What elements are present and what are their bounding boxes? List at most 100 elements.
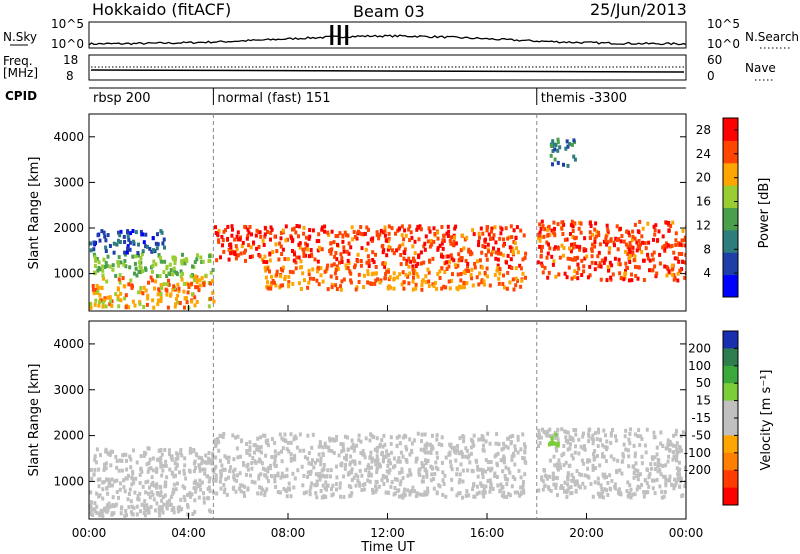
heatmap-cell: [93, 501, 97, 506]
heatmap-cell: [591, 433, 595, 438]
heatmap-cell: [472, 433, 476, 438]
heatmap-cell: [386, 286, 390, 291]
heatmap-cell: [563, 489, 566, 494]
heatmap-cell: [464, 258, 468, 263]
heatmap-cell: [676, 278, 680, 283]
heatmap-cell: [159, 456, 163, 461]
heatmap-cell: [568, 246, 571, 251]
heatmap-cell: [674, 243, 678, 247]
heatmap-cell: [141, 232, 145, 237]
heatmap-cell: [512, 453, 516, 458]
heatmap-cell: [125, 513, 128, 518]
heatmap-cell: [680, 243, 684, 248]
heatmap-cell: [382, 458, 385, 463]
heatmap-cell: [297, 281, 301, 286]
heatmap-cell: [128, 487, 132, 492]
heatmap-cell: [484, 484, 488, 489]
heatmap-cell: [236, 253, 240, 258]
heatmap-cell: [296, 468, 300, 473]
heatmap-cell: [511, 251, 515, 256]
heatmap-cell: [109, 449, 113, 454]
heatmap-cell: [118, 240, 122, 244]
heatmap-cell: [598, 437, 602, 442]
heatmap-cell: [562, 222, 566, 227]
heatmap-cell: [678, 445, 682, 450]
heatmap-cell: [655, 271, 659, 276]
heatmap-cell: [385, 475, 389, 480]
heatmap-cell: [472, 232, 476, 237]
heatmap-cell: [506, 253, 510, 258]
heatmap-cell: [146, 446, 150, 451]
heatmap-cell: [465, 281, 469, 286]
heatmap-cell: [482, 443, 485, 448]
heatmap-cell: [92, 472, 96, 477]
heatmap-cell: [101, 300, 105, 305]
colorbar-swatch: [723, 185, 738, 208]
heatmap-cell: [449, 464, 453, 469]
heatmap-cell: [275, 269, 279, 274]
heatmap-cell: [458, 436, 462, 441]
heatmap-cell: [310, 481, 314, 486]
heatmap-cell: [467, 269, 470, 273]
heatmap-cell: [481, 475, 485, 480]
heatmap-cell: [574, 489, 578, 494]
heatmap-cell: [551, 139, 555, 144]
heatmap-cell: [291, 249, 294, 253]
heatmap-cell: [295, 224, 299, 228]
heatmap-cell: [409, 230, 413, 235]
heatmap-cell: [281, 446, 285, 451]
heatmap-cell: [201, 467, 205, 472]
heatmap-cell: [656, 469, 660, 474]
heatmap-cell: [513, 444, 517, 449]
heatmap-cell: [402, 280, 406, 285]
heatmap-cell: [672, 450, 675, 455]
heatmap-cell: [606, 230, 610, 235]
heatmap-cell: [658, 463, 662, 468]
heatmap-cell: [282, 487, 286, 491]
heatmap-cell: [471, 487, 475, 492]
heatmap-cell: [547, 270, 551, 275]
heatmap-cell: [335, 464, 338, 469]
heatmap-cell: [125, 250, 129, 255]
heatmap-cell: [144, 508, 148, 513]
heatmap-cell: [556, 222, 560, 227]
heatmap-cell: [553, 245, 557, 250]
heatmap-cell: [482, 282, 486, 287]
heatmap-cell: [307, 280, 311, 285]
heatmap-cell: [360, 473, 364, 478]
heatmap-cell: [565, 275, 569, 280]
heatmap-cell: [298, 241, 302, 246]
heatmap-cell: [652, 237, 655, 242]
heatmap-cell: [139, 229, 143, 234]
heatmap-cell: [133, 271, 136, 276]
heatmap-cell: [160, 452, 164, 457]
heatmap-cell: [222, 432, 226, 436]
heatmap-cell: [629, 487, 633, 492]
heatmap-cell: [486, 460, 490, 464]
heatmap-cell: [385, 449, 389, 454]
heatmap-cell: [195, 257, 199, 262]
heatmap-cell: [127, 282, 131, 287]
heatmap-cell: [342, 245, 346, 250]
colorbar-tick-label: -50: [691, 428, 711, 442]
heatmap-cell: [201, 458, 204, 463]
heatmap-cell: [461, 495, 464, 500]
heatmap-cell: [189, 450, 193, 455]
heatmap-cell: [286, 237, 289, 242]
heatmap-cell: [131, 229, 135, 233]
heatmap-cell: [583, 444, 586, 449]
heatmap-cell: [509, 224, 513, 229]
y-tick-label: 1000: [53, 267, 84, 281]
heatmap-cell: [659, 472, 663, 477]
heatmap-cell: [381, 450, 384, 455]
heatmap-cell: [305, 243, 309, 248]
heatmap-cell: [482, 489, 486, 494]
heatmap-cell: [151, 236, 155, 241]
heatmap-cell: [543, 227, 547, 232]
heatmap-cell: [92, 291, 96, 296]
heatmap-cell: [589, 224, 593, 228]
heatmap-cell: [95, 447, 99, 452]
heatmap-cell: [570, 142, 574, 147]
heatmap-cell: [246, 227, 250, 232]
heatmap-cell: [663, 490, 667, 494]
